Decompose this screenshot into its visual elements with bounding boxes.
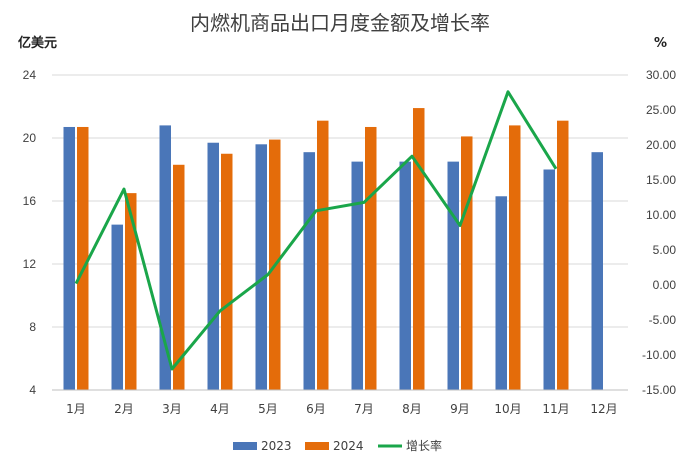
x-tick-label: 3月	[162, 402, 182, 416]
bar-2023-12月	[591, 152, 603, 390]
right-tick-label: 15.00	[646, 173, 676, 187]
legend-swatch-2024	[305, 442, 329, 450]
right-y-axis: -15.00 -10.00 -5.00 0.00 5.00 10.00 15.00 20.00…	[642, 68, 676, 397]
legend: 2023 2024 增长率	[233, 438, 442, 453]
right-tick-label: -10.00	[642, 348, 676, 362]
bar-2024-10月	[509, 125, 521, 391]
right-tick-label: 10.00	[646, 208, 676, 222]
x-tick-label: 4月	[210, 402, 230, 416]
bar-2024-6月	[317, 120, 329, 391]
bar-2023-6月	[303, 152, 315, 390]
left-axis-unit: 亿美元	[18, 35, 57, 51]
right-tick-label: -15.00	[642, 383, 676, 397]
right-tick-label: 0.00	[653, 278, 677, 292]
bar-2024-9月	[461, 136, 473, 390]
gridlines	[52, 74, 628, 391]
legend-label-2023: 2023	[261, 439, 292, 453]
bar-2023-1月	[63, 126, 75, 390]
bar-2023-4月	[207, 142, 219, 390]
x-tick-label: 8月	[402, 402, 422, 416]
bar-2024-7月	[365, 126, 377, 390]
bar-2023-7月	[351, 161, 363, 390]
right-tick-label: 30.00	[646, 68, 676, 82]
x-tick-label: 2月	[114, 402, 134, 416]
right-tick-label: 20.00	[646, 138, 676, 152]
bar-2023-2月	[111, 224, 123, 390]
x-tick-label: 7月	[354, 402, 374, 416]
bar-2024-4月	[221, 153, 233, 390]
left-tick-label: 8	[29, 320, 36, 334]
x-axis: 1月 2月 3月 4月 5月 6月 7月 8月 9月 10月 11月 12月	[52, 389, 628, 416]
bar-2024-2月	[125, 193, 137, 390]
left-tick-label: 20	[23, 131, 37, 145]
left-tick-label: 16	[23, 194, 37, 208]
x-tick-label: 5月	[258, 402, 278, 416]
chart-title: 内燃机商品出口月度金额及增长率	[190, 11, 490, 35]
x-tick-label: 11月	[542, 402, 569, 416]
bar-2023-11月	[543, 169, 555, 390]
x-tick-label: 10月	[494, 402, 521, 416]
left-tick-label: 24	[23, 68, 37, 82]
legend-swatch-2023	[233, 442, 257, 450]
bar-2024-11月	[557, 120, 569, 391]
x-tick-label: 6月	[306, 402, 326, 416]
growth-rate-line	[74, 90, 558, 371]
bar-2023-3月	[159, 125, 171, 391]
bar-2023-5月	[255, 144, 267, 390]
bar-2024-1月	[77, 126, 89, 390]
bar-2024-8月	[413, 108, 425, 390]
x-tick-label: 9月	[450, 402, 470, 416]
legend-label-growth: 增长率	[406, 438, 442, 453]
bar-series	[63, 108, 603, 391]
right-tick-label: 25.00	[646, 103, 676, 117]
left-tick-label: 12	[23, 257, 37, 271]
right-tick-label: 5.00	[653, 243, 677, 257]
legend-label-2024: 2024	[333, 439, 364, 453]
bar-2023-10月	[495, 196, 507, 390]
left-tick-label: 4	[29, 383, 36, 397]
line-series	[74, 90, 558, 371]
bar-2023-8月	[399, 161, 411, 390]
x-tick-label: 1月	[66, 402, 86, 416]
left-y-axis: 4 8 12 16 20 24	[23, 68, 37, 397]
right-axis-unit: %	[654, 36, 667, 51]
right-tick-label: -5.00	[649, 313, 677, 327]
bar-2024-3月	[173, 164, 185, 390]
bar-2023-9月	[447, 161, 459, 390]
x-tick-label: 12月	[590, 402, 617, 416]
